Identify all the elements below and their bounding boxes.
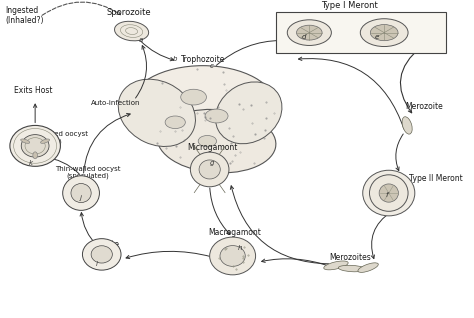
Ellipse shape xyxy=(91,246,112,263)
Text: Microgamont: Microgamont xyxy=(187,143,237,152)
Text: Ingested
(Inhaled?): Ingested (Inhaled?) xyxy=(5,6,44,25)
Text: j: j xyxy=(80,195,82,201)
Ellipse shape xyxy=(198,135,217,147)
Bar xyxy=(276,12,446,53)
Text: Zygote: Zygote xyxy=(93,240,120,249)
Ellipse shape xyxy=(370,24,398,41)
Text: Auto-infection: Auto-infection xyxy=(91,100,140,107)
Text: Thin-walled oocyst
(sporulated): Thin-walled oocyst (sporulated) xyxy=(55,166,121,179)
Ellipse shape xyxy=(10,125,60,166)
Ellipse shape xyxy=(402,117,412,134)
Ellipse shape xyxy=(181,89,207,105)
Ellipse shape xyxy=(363,170,415,216)
Ellipse shape xyxy=(33,152,37,159)
Ellipse shape xyxy=(210,237,255,275)
Ellipse shape xyxy=(165,116,185,128)
Text: a: a xyxy=(139,38,143,44)
Text: i: i xyxy=(96,261,98,267)
Ellipse shape xyxy=(205,109,228,123)
Ellipse shape xyxy=(82,239,121,270)
Ellipse shape xyxy=(115,21,149,41)
Ellipse shape xyxy=(21,139,30,143)
Text: Merozoites: Merozoites xyxy=(329,253,371,262)
Ellipse shape xyxy=(379,184,399,202)
Text: h: h xyxy=(237,245,242,251)
Ellipse shape xyxy=(63,176,100,210)
Ellipse shape xyxy=(157,109,276,173)
Ellipse shape xyxy=(41,139,50,143)
Text: Merozoite: Merozoite xyxy=(405,102,443,111)
Ellipse shape xyxy=(191,152,229,187)
Ellipse shape xyxy=(370,175,408,211)
Text: k: k xyxy=(28,160,33,166)
Text: Macrogamont: Macrogamont xyxy=(209,228,261,237)
Text: Thick-walled oocyst
(sporulated): Thick-walled oocyst (sporulated) xyxy=(19,131,88,145)
Text: Type I Meront: Type I Meront xyxy=(321,1,378,10)
Text: b: b xyxy=(173,56,177,62)
Ellipse shape xyxy=(297,25,322,40)
Ellipse shape xyxy=(360,19,408,46)
Ellipse shape xyxy=(71,183,91,203)
Ellipse shape xyxy=(358,263,378,273)
Text: c: c xyxy=(210,63,214,69)
Ellipse shape xyxy=(324,261,348,270)
Text: Type II Meront: Type II Meront xyxy=(410,174,463,183)
Ellipse shape xyxy=(118,79,195,147)
Text: e: e xyxy=(375,34,379,40)
Ellipse shape xyxy=(287,20,331,45)
Text: f: f xyxy=(385,192,388,197)
Text: Sporozoite: Sporozoite xyxy=(107,8,152,17)
Text: d: d xyxy=(301,34,306,40)
Text: Exits Host: Exits Host xyxy=(15,86,53,95)
Ellipse shape xyxy=(338,265,366,272)
Text: Trophozoite: Trophozoite xyxy=(181,55,225,64)
Ellipse shape xyxy=(220,245,245,266)
Ellipse shape xyxy=(199,160,220,179)
Ellipse shape xyxy=(129,66,276,148)
Ellipse shape xyxy=(21,135,49,157)
Text: g: g xyxy=(210,160,214,166)
Ellipse shape xyxy=(216,82,282,144)
